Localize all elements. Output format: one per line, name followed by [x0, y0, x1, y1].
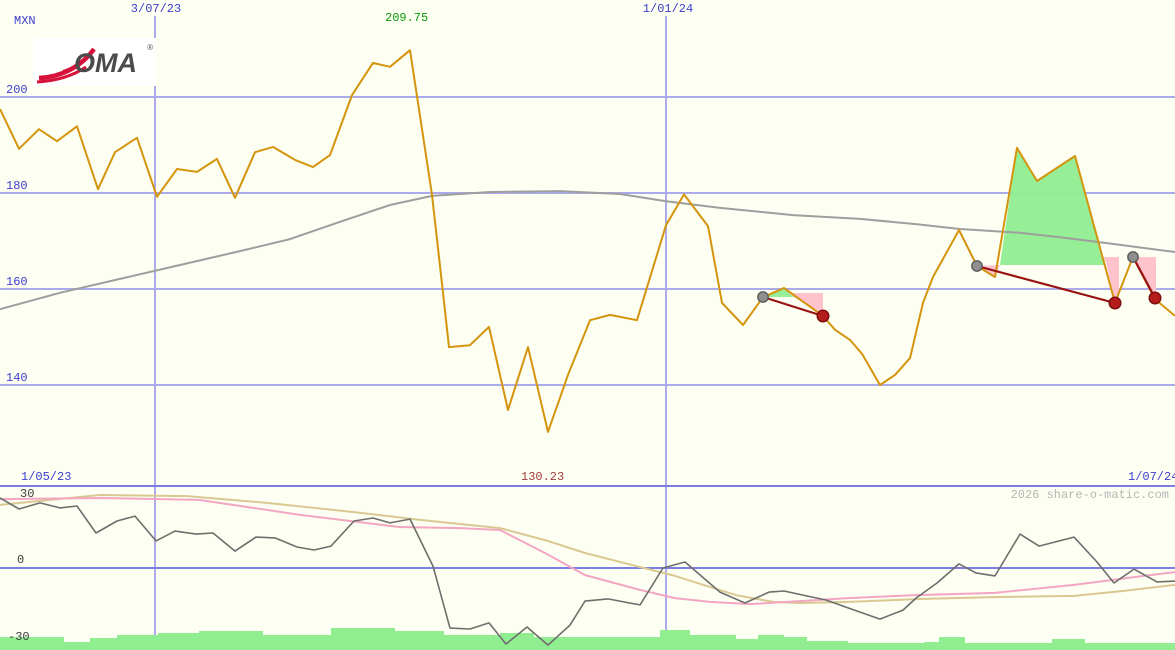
- volume-histogram-bar: [534, 637, 660, 650]
- oscillator-tan-line: [0, 494, 1175, 604]
- volume-histogram-bar: [90, 638, 117, 650]
- volume-histogram-bar: [758, 635, 784, 650]
- moving-average-line: [0, 190, 1175, 311]
- trade-exit-dot: [1148, 291, 1162, 305]
- oma-logo-swoosh-icon: [36, 47, 96, 84]
- x-axis-end-date-label: 1/07/24: [1128, 470, 1175, 484]
- oscillator-pink-line: [0, 497, 1175, 606]
- period-low-label: 130.23: [521, 470, 565, 484]
- volume-histogram-bar: [444, 635, 500, 650]
- trade-entry-dot: [971, 260, 983, 272]
- volume-histogram-bar: [690, 635, 736, 650]
- trade-trend-line: [976, 264, 1116, 305]
- volume-histogram-bar: [965, 643, 1052, 650]
- x-axis-date-label: 1/01/24: [642, 2, 694, 16]
- oscillator-axis-tick-label: 0: [17, 553, 25, 567]
- oma-logo-text: OMA: [74, 48, 137, 78]
- oma-logo: OMA ®: [33, 38, 156, 86]
- volume-histogram-bar: [939, 637, 965, 650]
- trade-trend-line: [1132, 256, 1156, 299]
- x-axis-start-date-label: 1/05/23: [21, 470, 72, 484]
- volume-histogram-bar: [1052, 639, 1085, 650]
- volume-histogram-bar: [784, 637, 807, 650]
- trade-green-fill: [1000, 148, 1104, 265]
- trade-entry-dot: [757, 291, 769, 303]
- period-high-label: 209.75: [385, 11, 429, 25]
- price-axis-tick-label: 200: [6, 83, 28, 97]
- price-axis-tick-label: 140: [6, 371, 28, 385]
- volume-histogram-bar: [117, 635, 158, 650]
- volume-histogram-bar: [158, 633, 199, 650]
- volume-histogram-bar: [0, 637, 64, 650]
- oscillator-axis-tick-label: 30: [20, 487, 35, 501]
- volume-histogram-bar: [395, 631, 444, 650]
- trade-pink-fill: [1103, 257, 1119, 303]
- volume-histogram-bar: [64, 642, 90, 650]
- trade-exit-dot: [1108, 296, 1122, 310]
- volume-histogram-bar: [331, 628, 395, 650]
- volume-histogram-bar: [1085, 643, 1175, 650]
- volume-histogram-bar: [500, 633, 534, 650]
- volume-histogram-bar: [660, 630, 690, 650]
- volume-histogram-bar: [848, 643, 924, 650]
- trade-trend-line: [762, 295, 824, 318]
- volume-histogram-bar: [263, 635, 331, 650]
- volume-histogram-bar: [199, 631, 263, 650]
- price-line: [0, 49, 1175, 433]
- trade-exit-dot: [816, 309, 830, 323]
- price-axis-tick-label: 160: [6, 275, 28, 289]
- trade-entry-dot: [1127, 251, 1139, 263]
- registered-trademark-icon: ®: [147, 43, 153, 52]
- volume-histogram-bar: [924, 642, 939, 650]
- volume-histogram-bar: [807, 641, 848, 650]
- price-axis-tick-label: 180: [6, 179, 28, 193]
- oscillator-fast-line: [0, 497, 1175, 646]
- x-axis-date-label: 3/07/23: [130, 2, 182, 16]
- currency-label: MXN: [14, 14, 36, 28]
- volume-histogram-bar: [736, 639, 758, 650]
